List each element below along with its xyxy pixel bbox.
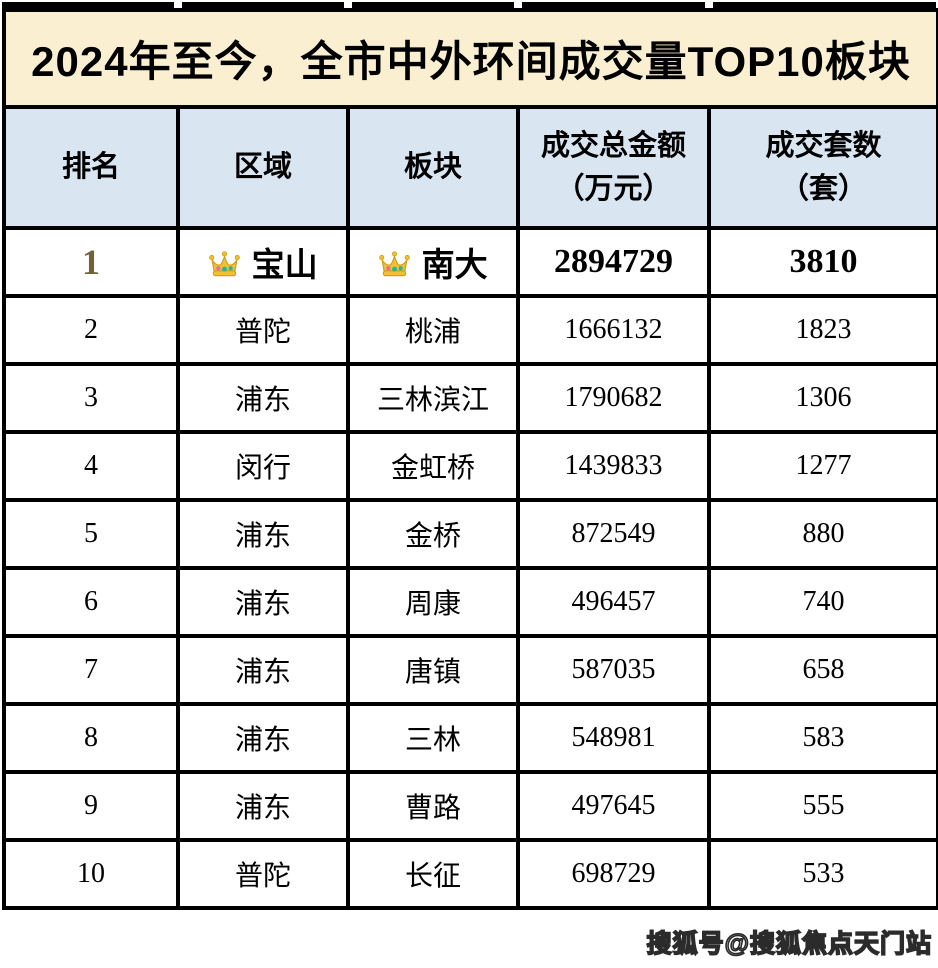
cell-sector: 三林 bbox=[346, 702, 520, 774]
cell-sector: 桃浦 bbox=[346, 294, 520, 366]
border-segment bbox=[522, 2, 705, 8]
column-sublabel: （万元） bbox=[555, 172, 672, 205]
table-row: 7 浦东 唐镇 587035 658 bbox=[2, 634, 938, 706]
header-row: 排名 区域 板块 成交总金额 （万元） 成交套数 （套） bbox=[2, 105, 938, 230]
cell-district: 宝山 bbox=[176, 226, 350, 298]
top10-table: 2024年至今，全市中外环间成交量TOP10板块 排名 区域 板块 成交总金额 （万元）… bbox=[1, 8, 938, 910]
border-segment bbox=[352, 2, 514, 8]
cell-district: 浦东 bbox=[176, 770, 350, 842]
cell-sector: 长征 bbox=[346, 838, 520, 910]
cell-district: 普陀 bbox=[176, 294, 350, 366]
cell-district: 浦东 bbox=[176, 566, 350, 638]
cell-rank: 3 bbox=[2, 362, 180, 434]
crown-icon bbox=[379, 251, 411, 277]
title-row: 2024年至今，全市中外环间成交量TOP10板块 bbox=[1, 8, 938, 109]
cell-amount: 698729 bbox=[516, 838, 711, 910]
table-row: 9 浦东 曹路 497645 555 bbox=[2, 770, 938, 842]
column-label: 排名 bbox=[61, 151, 120, 184]
cell-sector: 金虹桥 bbox=[346, 430, 520, 502]
cell-rank: 6 bbox=[2, 566, 180, 638]
page-title: 2024年至今，全市中外环间成交量TOP10板块 bbox=[1, 8, 938, 109]
column-label: 区域 bbox=[233, 151, 292, 184]
cell-district: 浦东 bbox=[176, 702, 350, 774]
table-row: 4 闵行 金虹桥 1439833 1277 bbox=[2, 430, 938, 502]
border-segment bbox=[2, 2, 174, 8]
cell-sector: 曹路 bbox=[346, 770, 520, 842]
table-row: 2 普陀 桃浦 1666132 1823 bbox=[2, 294, 938, 366]
cell-units: 1277 bbox=[706, 430, 938, 502]
crown-icon bbox=[209, 251, 241, 277]
cell-units: 533 bbox=[706, 838, 938, 910]
cell-rank: 1 bbox=[2, 226, 180, 298]
column-label: 成交套数 bbox=[765, 130, 882, 163]
cell-sector: 三林滨江 bbox=[346, 362, 520, 434]
cell-sector: 南大 bbox=[346, 226, 520, 298]
cell-district: 浦东 bbox=[176, 634, 350, 706]
column-label: 成交总金额 bbox=[540, 130, 686, 163]
cropped-border-strip bbox=[2, 2, 936, 8]
cell-units: 740 bbox=[706, 566, 938, 638]
table-row: 3 浦东 三林滨江 1790682 1306 bbox=[2, 362, 938, 434]
column-sublabel: （套） bbox=[780, 172, 868, 205]
column-header-2: 区域 bbox=[176, 105, 350, 230]
cell-units: 583 bbox=[706, 702, 938, 774]
cell-sector: 周康 bbox=[346, 566, 520, 638]
cell-rank: 5 bbox=[2, 498, 180, 570]
cell-units: 880 bbox=[706, 498, 938, 570]
border-segment bbox=[182, 2, 344, 8]
cell-amount: 1790682 bbox=[516, 362, 711, 434]
cell-amount: 1439833 bbox=[516, 430, 711, 502]
column-label: 板块 bbox=[403, 151, 462, 184]
cell-units: 658 bbox=[706, 634, 938, 706]
cell-amount: 496457 bbox=[516, 566, 711, 638]
cell-rank: 4 bbox=[2, 430, 180, 502]
cell-units: 1823 bbox=[706, 294, 938, 366]
column-header-3: 板块 bbox=[346, 105, 520, 230]
column-header-4: 成交总金额 （万元） bbox=[516, 105, 711, 230]
cell-amount: 497645 bbox=[516, 770, 711, 842]
cell-rank: 2 bbox=[2, 294, 180, 366]
table-row: 1 宝山 南大 2894729 3810 bbox=[2, 226, 938, 298]
cell-units: 555 bbox=[706, 770, 938, 842]
cell-rank: 10 bbox=[2, 838, 180, 910]
cell-district: 闵行 bbox=[176, 430, 350, 502]
cell-rank: 7 bbox=[2, 634, 180, 706]
table-row: 10 普陀 长征 698729 533 bbox=[2, 838, 938, 910]
cell-amount: 548981 bbox=[516, 702, 711, 774]
cell-amount: 2894729 bbox=[516, 226, 711, 298]
column-header-1: 排名 bbox=[2, 105, 180, 230]
cell-sector: 金桥 bbox=[346, 498, 520, 570]
border-segment bbox=[713, 2, 936, 8]
cell-amount: 587035 bbox=[516, 634, 711, 706]
watermark: 搜狐号@搜狐焦点天门站 bbox=[646, 929, 932, 959]
cell-district: 普陀 bbox=[176, 838, 350, 910]
cell-amount: 872549 bbox=[516, 498, 711, 570]
cell-rank: 8 bbox=[2, 702, 180, 774]
cell-sector: 唐镇 bbox=[346, 634, 520, 706]
cell-district: 浦东 bbox=[176, 498, 350, 570]
cell-units: 3810 bbox=[706, 226, 938, 298]
table-row: 8 浦东 三林 548981 583 bbox=[2, 702, 938, 774]
column-header-5: 成交套数 （套） bbox=[706, 105, 938, 230]
cell-units: 1306 bbox=[706, 362, 938, 434]
table-row: 6 浦东 周康 496457 740 bbox=[2, 566, 938, 638]
cell-amount: 1666132 bbox=[516, 294, 711, 366]
table-row: 5 浦东 金桥 872549 880 bbox=[2, 498, 938, 570]
cell-rank: 9 bbox=[2, 770, 180, 842]
cell-district: 浦东 bbox=[176, 362, 350, 434]
